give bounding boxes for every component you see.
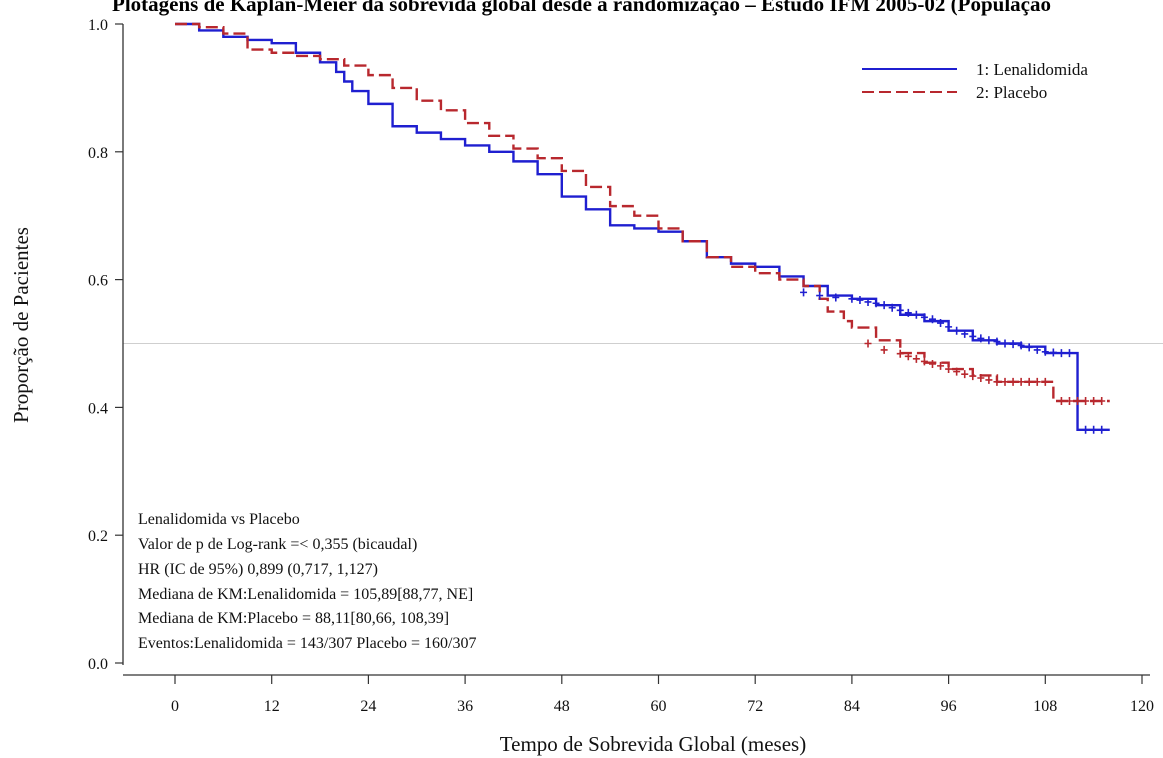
x-tick-label: 120 bbox=[1130, 698, 1154, 715]
censor-mark-lenalidomida bbox=[1025, 343, 1033, 352]
censor-mark-lenalidomida bbox=[1057, 349, 1065, 358]
censor-mark-placebo bbox=[1074, 397, 1082, 406]
censor-mark-lenalidomida bbox=[1090, 425, 1098, 434]
x-tick-label: 60 bbox=[651, 698, 667, 715]
censor-mark-lenalidomida bbox=[969, 332, 977, 341]
censor-mark-lenalidomida bbox=[1017, 341, 1025, 350]
censor-mark-placebo bbox=[977, 374, 985, 383]
censor-mark-lenalidomida bbox=[920, 313, 928, 322]
censor-mark-lenalidomida bbox=[888, 303, 896, 312]
x-tick-label: 96 bbox=[941, 698, 957, 715]
censor-mark-lenalidomida bbox=[816, 291, 824, 300]
censor-mark-lenalidomida bbox=[1033, 345, 1041, 354]
annotation-line-2: Valor de p de Log-rank =< 0,355 (bicauda… bbox=[138, 536, 417, 553]
y-tick-label: 0.6 bbox=[88, 273, 108, 290]
legend-label-placebo: 2: Placebo bbox=[976, 83, 1047, 102]
censor-mark-lenalidomida bbox=[937, 319, 945, 328]
x-tick-label: 48 bbox=[554, 698, 570, 715]
censor-mark-lenalidomida bbox=[848, 294, 856, 303]
censor-mark-placebo bbox=[896, 349, 904, 358]
y-tick-label: 0.2 bbox=[88, 528, 108, 545]
x-tick-label: 36 bbox=[457, 698, 473, 715]
censor-mark-lenalidomida bbox=[1098, 425, 1106, 434]
censor-mark-lenalidomida bbox=[1065, 349, 1073, 358]
censor-mark-placebo bbox=[928, 359, 936, 368]
censor-mark-lenalidomida bbox=[1009, 340, 1017, 349]
censor-mark-placebo bbox=[904, 352, 912, 361]
censor-mark-placebo bbox=[1009, 377, 1017, 386]
censor-mark-placebo bbox=[1057, 397, 1065, 406]
censor-mark-lenalidomida bbox=[832, 293, 840, 302]
censor-mark-placebo bbox=[985, 375, 993, 384]
censor-mark-lenalidomida bbox=[856, 296, 864, 305]
censor-mark-placebo bbox=[1025, 377, 1033, 386]
x-tick-label: 84 bbox=[844, 698, 860, 715]
censor-mark-lenalidomida bbox=[800, 288, 808, 297]
x-tick-label: 108 bbox=[1033, 698, 1057, 715]
censor-mark-lenalidomida bbox=[945, 322, 953, 331]
censor-mark-placebo bbox=[945, 365, 953, 374]
censor-mark-lenalidomida bbox=[1001, 339, 1009, 348]
censor-mark-placebo bbox=[1001, 377, 1009, 386]
stats-annotation: Lenalidomida vs Placebo Valor de p de Lo… bbox=[138, 511, 476, 652]
chart-title: Plotagens de Kaplan-Meier da sobrevida g… bbox=[112, 0, 1051, 16]
censor-mark-lenalidomida bbox=[904, 308, 912, 317]
y-tick-label: 0.4 bbox=[88, 400, 108, 417]
censor-mark-placebo bbox=[1090, 397, 1098, 406]
censor-mark-placebo bbox=[993, 377, 1001, 386]
censor-mark-placebo bbox=[1017, 377, 1025, 386]
x-tick-label: 12 bbox=[264, 698, 280, 715]
censor-mark-lenalidomida bbox=[1041, 347, 1049, 356]
censor-mark-placebo bbox=[1041, 377, 1049, 386]
y-tick-label: 0.0 bbox=[88, 656, 108, 673]
censor-mark-lenalidomida bbox=[993, 337, 1001, 346]
censor-mark-placebo bbox=[864, 339, 872, 348]
legend: 1: Lenalidomida 2: Placebo bbox=[862, 60, 1088, 102]
censor-mark-lenalidomida bbox=[912, 310, 920, 319]
censor-mark-lenalidomida bbox=[880, 301, 888, 310]
censor-mark-lenalidomida bbox=[977, 334, 985, 343]
x-tick-label: 0 bbox=[171, 698, 179, 715]
x-tick-label: 24 bbox=[360, 698, 376, 715]
censor-mark-lenalidomida bbox=[953, 326, 961, 335]
y-tick-label: 1.0 bbox=[88, 17, 108, 34]
censor-mark-lenalidomida bbox=[896, 306, 904, 315]
legend-label-lenalidomida: 1: Lenalidomida bbox=[976, 60, 1088, 79]
censor-mark-lenalidomida bbox=[864, 297, 872, 306]
censor-mark-placebo bbox=[1065, 397, 1073, 406]
series-line-placebo bbox=[175, 22, 1110, 403]
censor-mark-lenalidomida bbox=[985, 336, 993, 345]
censor-mark-placebo bbox=[937, 361, 945, 370]
censor-mark-placebo bbox=[961, 370, 969, 379]
censor-mark-placebo bbox=[912, 354, 920, 363]
censor-mark-placebo bbox=[953, 367, 961, 376]
censor-mark-placebo bbox=[1033, 377, 1041, 386]
annotation-line-6: Eventos:Lenalidomida = 143/307 Placebo =… bbox=[138, 635, 476, 652]
censor-mark-placebo bbox=[969, 372, 977, 381]
x-axis-title: Tempo de Sobrevida Global (meses) bbox=[500, 732, 806, 756]
x-tick-label: 72 bbox=[747, 698, 763, 715]
censor-mark-lenalidomida bbox=[872, 299, 880, 308]
censor-mark-lenalidomida bbox=[928, 315, 936, 324]
censor-mark-lenalidomida bbox=[1049, 348, 1057, 357]
censor-mark-lenalidomida bbox=[961, 329, 969, 338]
censor-mark-lenalidomida bbox=[1082, 425, 1090, 434]
annotation-line-5: Mediana de KM:Placebo = 88,11[80,66, 108… bbox=[138, 610, 449, 627]
censor-mark-placebo bbox=[1098, 397, 1106, 406]
censor-mark-placebo bbox=[1082, 397, 1090, 406]
annotation-line-1: Lenalidomida vs Placebo bbox=[138, 511, 300, 528]
censor-mark-placebo bbox=[880, 345, 888, 354]
y-axis-title: Proporção de Pacientes bbox=[9, 227, 33, 423]
annotation-line-4: Mediana de KM:Lenalidomida = 105,89[88,7… bbox=[138, 586, 473, 603]
censor-mark-placebo bbox=[920, 357, 928, 366]
annotation-line-3: HR (IC de 95%) 0,899 (0,717, 1,127) bbox=[138, 561, 378, 578]
y-tick-label: 0.8 bbox=[88, 145, 108, 162]
